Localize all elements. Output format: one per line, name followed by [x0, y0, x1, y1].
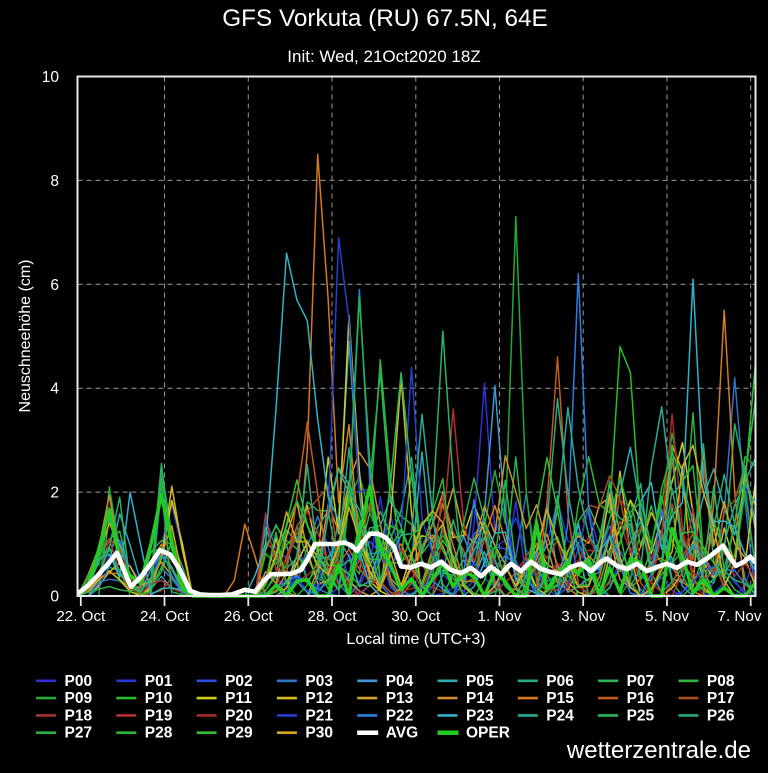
svg-text:P07: P07: [627, 673, 655, 690]
svg-text:P08: P08: [707, 673, 735, 690]
svg-text:1. Nov: 1. Nov: [478, 608, 522, 625]
svg-text:5. Nov: 5. Nov: [645, 608, 689, 625]
svg-text:P25: P25: [627, 707, 655, 724]
svg-text:3. Nov: 3. Nov: [561, 608, 605, 625]
svg-text:P30: P30: [305, 725, 333, 742]
svg-text:22. Oct: 22. Oct: [56, 608, 106, 625]
svg-text:P14: P14: [466, 690, 494, 707]
svg-text:P20: P20: [225, 707, 253, 724]
svg-text:wetterzentrale.de: wetterzentrale.de: [566, 737, 751, 764]
svg-text:P15: P15: [546, 690, 574, 707]
svg-text:P01: P01: [145, 673, 173, 690]
svg-text:P11: P11: [225, 690, 252, 707]
svg-text:6: 6: [50, 277, 59, 294]
svg-text:26. Oct: 26. Oct: [224, 608, 274, 625]
svg-text:P03: P03: [305, 673, 333, 690]
svg-text:30. Oct: 30. Oct: [391, 608, 441, 625]
svg-text:P04: P04: [386, 673, 414, 690]
svg-text:Neuschneehöhe (cm): Neuschneehöhe (cm): [17, 260, 34, 413]
svg-text:P23: P23: [466, 707, 494, 724]
svg-text:0: 0: [50, 589, 59, 606]
svg-text:7. Nov: 7. Nov: [718, 608, 762, 625]
svg-text:P19: P19: [145, 707, 173, 724]
svg-text:P26: P26: [707, 707, 735, 724]
svg-text:P13: P13: [386, 690, 414, 707]
svg-text:P28: P28: [145, 725, 173, 742]
svg-text:P24: P24: [546, 707, 574, 724]
svg-text:Local time (UTC+3): Local time (UTC+3): [346, 631, 485, 648]
svg-text:P17: P17: [707, 690, 735, 707]
svg-text:8: 8: [50, 173, 59, 190]
svg-text:2: 2: [50, 485, 59, 502]
svg-text:P16: P16: [627, 690, 655, 707]
svg-text:P00: P00: [65, 673, 93, 690]
svg-text:AVG: AVG: [386, 725, 418, 742]
svg-text:P27: P27: [65, 725, 93, 742]
svg-text:P09: P09: [65, 690, 93, 707]
svg-text:OPER: OPER: [466, 725, 510, 742]
svg-text:P12: P12: [305, 690, 333, 707]
svg-text:P21: P21: [305, 707, 333, 724]
svg-text:4: 4: [50, 381, 59, 398]
svg-text:P05: P05: [466, 673, 494, 690]
svg-text:P10: P10: [145, 690, 173, 707]
svg-text:P06: P06: [546, 673, 574, 690]
svg-text:24. Oct: 24. Oct: [140, 608, 190, 625]
svg-text:P29: P29: [225, 725, 253, 742]
svg-text:Init: Wed, 21Oct2020 18Z: Init: Wed, 21Oct2020 18Z: [287, 47, 480, 66]
svg-text:P22: P22: [386, 707, 414, 724]
svg-text:P18: P18: [65, 707, 93, 724]
svg-text:10: 10: [42, 69, 60, 86]
svg-text:GFS Vorkuta (RU) 67.5N, 64E: GFS Vorkuta (RU) 67.5N, 64E: [222, 5, 547, 32]
svg-text:28. Oct: 28. Oct: [308, 608, 358, 625]
svg-text:P02: P02: [225, 673, 253, 690]
